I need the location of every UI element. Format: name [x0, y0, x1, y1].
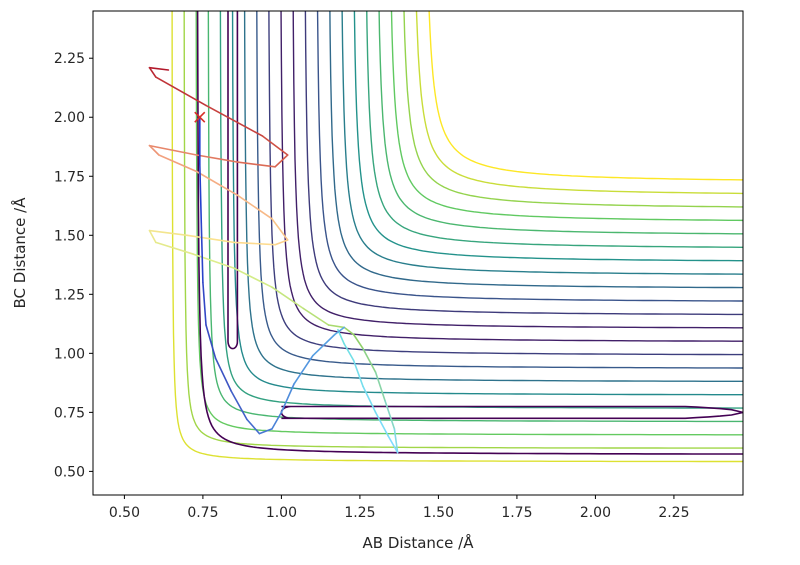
y-tick-label: 0.75 — [54, 405, 85, 421]
x-tick-label: 2.00 — [580, 505, 611, 521]
trajectory-segment — [186, 234, 236, 244]
reactant-well-contour — [227, 11, 239, 350]
trajectory-segment — [158, 154, 198, 173]
y-tick-label: 1.00 — [54, 346, 85, 362]
trajectory-segment — [293, 354, 314, 385]
trajectory-segment — [155, 76, 207, 107]
contour-line — [403, 11, 743, 208]
y-axis: 0.50 0.75 1.00 1.25 1.50 1.75 2.00 2.25 — [54, 51, 93, 480]
trajectory-segment — [271, 286, 305, 310]
trajectory-segment — [202, 281, 207, 326]
contour-line — [353, 11, 743, 262]
trajectory-segment — [343, 343, 355, 362]
plot-frame — [92, 10, 744, 496]
trajectory-segment — [200, 222, 204, 284]
contour-line — [280, 11, 743, 342]
contour-line — [268, 11, 743, 356]
trajectory-segment — [148, 66, 170, 71]
contour-line — [378, 11, 743, 235]
contour-line — [195, 11, 743, 436]
x-axis: 0.50 0.75 1.00 1.25 1.50 1.75 2.00 2.25 — [109, 495, 690, 521]
contour-lines — [171, 11, 743, 463]
trajectory-segment — [271, 218, 289, 241]
trajectory-segment — [148, 144, 198, 156]
trajectory-segment — [261, 135, 289, 156]
contour-line — [171, 11, 743, 463]
y-tick-label: 2.00 — [54, 110, 85, 126]
contour-line — [183, 11, 743, 449]
trajectory-segment — [148, 229, 188, 237]
trajectory-segment — [311, 333, 336, 357]
trajectory-segment — [327, 324, 346, 329]
trajectory-segment — [246, 418, 261, 435]
trajectory-segment — [195, 170, 239, 196]
x-tick-label: 1.00 — [266, 505, 297, 521]
trajectory-segment — [214, 357, 232, 392]
contour-line — [329, 11, 743, 289]
start-marker — [194, 111, 206, 123]
x-tick-label: 1.50 — [423, 505, 454, 521]
trajectory-segment — [230, 390, 248, 421]
contour-line — [243, 11, 743, 382]
trajectory-segment — [236, 161, 276, 168]
trajectory-segment — [155, 241, 195, 255]
contour-line — [366, 11, 743, 249]
inner-contour-line — [196, 11, 743, 455]
contour-line — [316, 11, 743, 302]
contour-line — [304, 11, 743, 316]
trajectory — [148, 66, 399, 454]
trajectory-segment — [362, 347, 377, 374]
contour-line — [292, 11, 743, 329]
contour-line — [390, 11, 743, 222]
trajectory-segment — [205, 324, 217, 359]
contour-line — [428, 11, 743, 181]
trajectory-segment — [280, 383, 295, 414]
trajectory-segment — [233, 267, 273, 289]
contour-line — [415, 11, 743, 195]
trajectory-segment — [333, 326, 346, 336]
trajectory-segment — [343, 326, 355, 336]
trajectory-segment — [199, 163, 203, 225]
y-tick-label: 1.25 — [54, 287, 85, 303]
trajectory-segment — [274, 239, 289, 246]
x-tick-label: 0.50 — [109, 505, 140, 521]
x-tick-label: 2.25 — [658, 505, 689, 521]
trajectory-segment — [393, 428, 399, 454]
trajectory-segment — [148, 144, 160, 156]
trajectory-segment — [384, 399, 396, 430]
trajectory-segment — [387, 435, 399, 454]
contour-line — [207, 11, 743, 423]
y-tick-label: 0.50 — [54, 464, 85, 480]
x-axis-label: AB Distance /Å — [363, 533, 475, 552]
trajectory-segment — [148, 229, 157, 244]
y-tick-label: 1.50 — [54, 228, 85, 244]
x-tick-label: 1.75 — [501, 505, 532, 521]
trajectory-segment — [352, 333, 364, 350]
trajectory-segment — [148, 66, 157, 78]
x-tick-label: 1.25 — [344, 505, 375, 521]
trajectory-segment — [302, 307, 330, 326]
y-tick-label: 1.75 — [54, 169, 85, 185]
trajectory-segment — [192, 253, 236, 270]
trajectory-segment — [236, 194, 273, 220]
contour-line — [256, 11, 743, 369]
trajectory-segment — [233, 241, 276, 246]
trajectory-segment — [271, 411, 283, 430]
y-tick-label: 2.25 — [54, 51, 85, 67]
contour-line — [341, 11, 743, 275]
x-tick-label: 0.75 — [187, 505, 218, 521]
trajectory-segment — [205, 104, 264, 137]
trajectory-segment — [374, 411, 390, 437]
trajectory-segment — [362, 385, 377, 414]
trajectory-segment — [352, 359, 364, 388]
trajectory-segment — [195, 154, 239, 163]
y-axis-label: BC Distance /Å — [10, 197, 29, 309]
trajectory-markers — [194, 111, 206, 123]
trajectory-segment — [258, 428, 273, 435]
trajectory-segment — [274, 154, 289, 168]
trajectory-segment — [374, 371, 386, 402]
